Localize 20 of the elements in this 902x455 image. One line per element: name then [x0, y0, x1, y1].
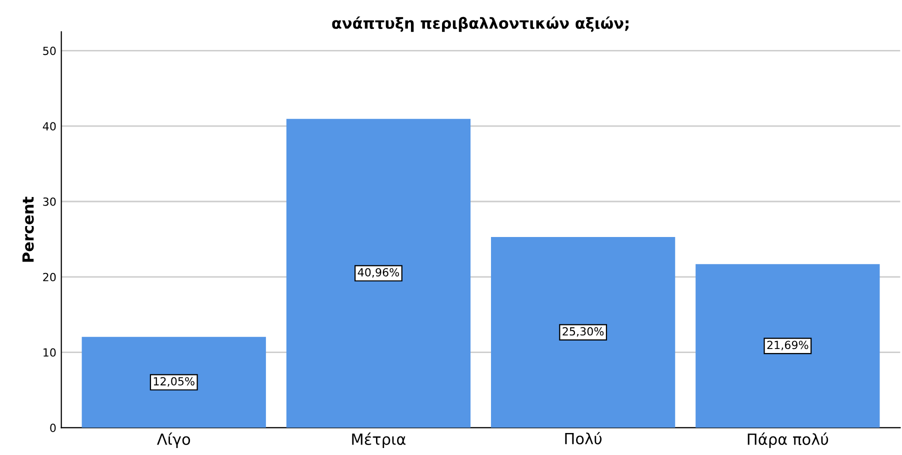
bar	[696, 264, 880, 428]
x-tick-label: Πάρα πολύ	[748, 432, 828, 448]
chart-title: ανάπτυξη περιβαλλοντικών αξιών;	[332, 16, 628, 32]
y-axis-title: Percent	[22, 196, 34, 262]
x-tick-label: Μέτρια	[352, 432, 406, 448]
y-tick-label: 40	[42, 122, 56, 130]
y-tick-label: 50	[43, 46, 56, 56]
data-label: 25,30%	[562, 327, 604, 337]
bar	[82, 336, 266, 428]
y-tick-label: 20	[43, 272, 56, 282]
bar	[490, 236, 676, 428]
data-label: 40,96%	[358, 268, 400, 278]
y-tick-label: 30	[43, 197, 56, 206]
bar	[286, 118, 471, 428]
data-label: 12,05%	[154, 377, 194, 387]
x-tick-label: Πολύ	[565, 432, 602, 444]
y-tick-label: 0	[50, 424, 56, 432]
x-tick-label: Λίγο	[156, 432, 190, 448]
data-label: 21,69%	[767, 340, 808, 350]
y-tick-label: 10	[44, 348, 56, 357]
